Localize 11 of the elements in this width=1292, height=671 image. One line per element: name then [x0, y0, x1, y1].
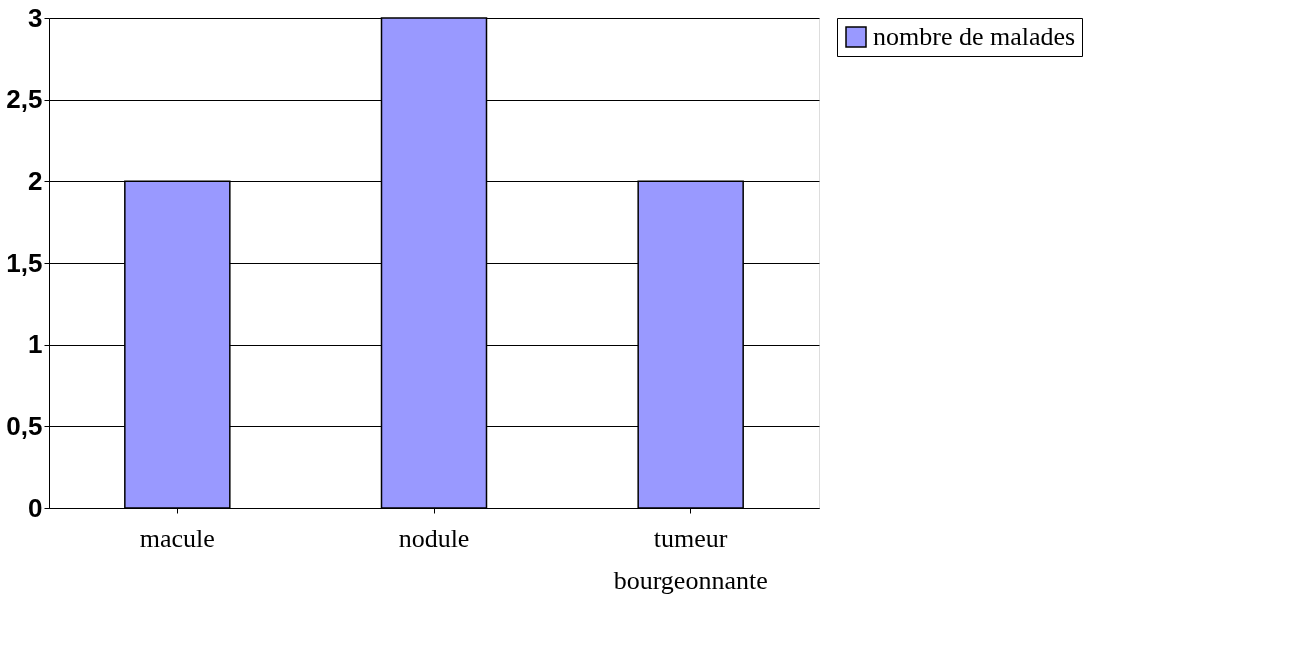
y-tick-label: 0,5	[6, 410, 43, 441]
y-tick-label: 3	[28, 2, 43, 33]
legend-label: nombre de malades	[873, 22, 1076, 51]
y-tick-label: 2,5	[6, 84, 43, 115]
x-tick-label: tumeur bourgeonnante	[613, 523, 768, 595]
y-tick-label: 1,5	[6, 247, 43, 278]
y-tick-label: 1	[28, 329, 43, 360]
y-tick-label: 0	[28, 492, 43, 523]
x-tick-label: nodule	[398, 523, 470, 553]
y-tick-label: 2	[28, 165, 43, 196]
x-tick-label: macule	[139, 523, 215, 553]
